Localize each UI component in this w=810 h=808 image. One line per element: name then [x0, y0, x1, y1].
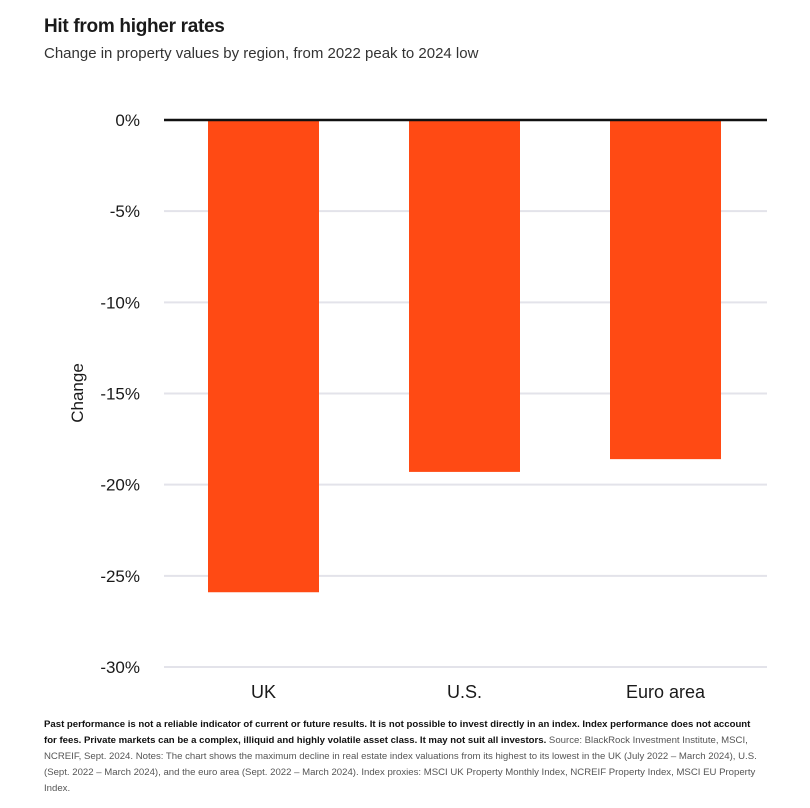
bar-u-s — [409, 120, 520, 472]
x-tick-labels: UK U.S. Euro area — [251, 682, 706, 702]
disclaimer-bold: Past performance is not a reliable indic… — [44, 719, 751, 746]
y-tick-label: -10% — [100, 293, 140, 312]
chart-title: Hit from higher rates — [44, 16, 225, 37]
y-tick-labels: 0% -5% -10% -15% -20% -25% -30% — [100, 111, 140, 677]
y-tick-label: -20% — [100, 476, 140, 495]
bar-euro-area — [610, 120, 721, 460]
bars — [208, 120, 721, 593]
bar-uk — [208, 120, 319, 593]
y-tick-label: -5% — [110, 202, 140, 221]
chart-subtitle: Change in property values by region, fro… — [44, 45, 479, 62]
y-tick-label: -15% — [100, 385, 140, 404]
footnote: Past performance is not a reliable indic… — [44, 717, 764, 797]
x-tick-label: U.S. — [447, 682, 482, 702]
y-tick-label: -25% — [100, 567, 140, 586]
y-axis-label: Change — [68, 363, 87, 423]
source-notes: Source: BlackRock Investment Institute, … — [44, 735, 757, 794]
y-tick-label: 0% — [115, 111, 140, 130]
y-tick-label: -30% — [100, 658, 140, 677]
x-tick-label: UK — [251, 682, 276, 702]
x-tick-label: Euro area — [626, 682, 706, 702]
bar-chart: 0% -5% -10% -15% -20% -25% -30% UK U.S. Euro are… — [68, 111, 767, 702]
